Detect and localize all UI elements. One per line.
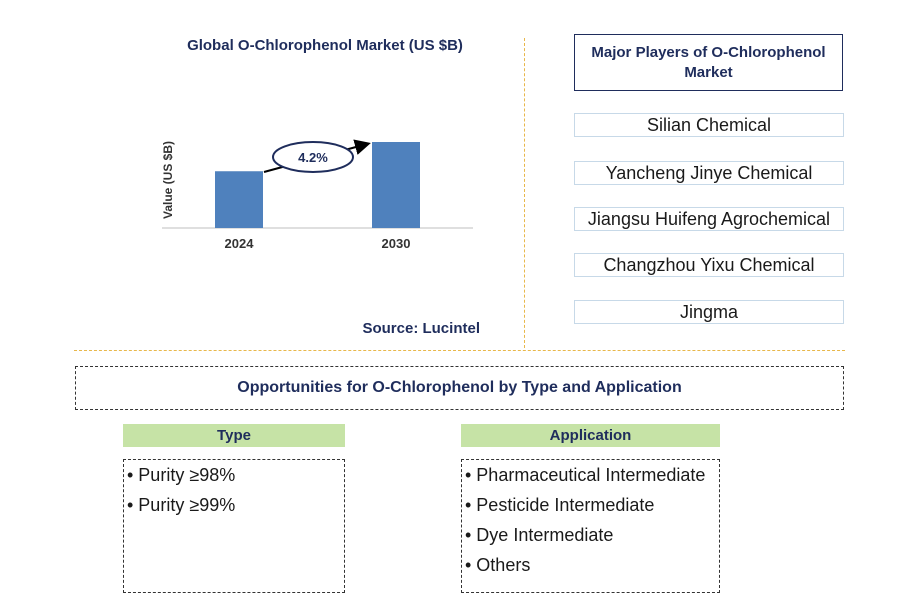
type-item-purity-98: • Purity ≥98%	[127, 465, 236, 485]
bar-2024	[215, 171, 263, 228]
chart-title: Global O-Chlorophenol Market (US $B)	[187, 37, 463, 54]
x-tick-2030: 2030	[382, 236, 411, 251]
growth-ellipse	[272, 141, 354, 173]
bar-chart: Value (US $B) 2024 2030 4.2%	[161, 139, 473, 251]
growth-rate-label: 4.2%	[298, 150, 328, 165]
player-silian-chemical: Silian Chemical	[574, 113, 844, 137]
vertical-divider	[524, 38, 525, 348]
application-list: • Pharmaceutical Intermediate • Pesticid…	[461, 459, 720, 593]
bar-2030	[372, 142, 420, 228]
opportunities-title: Opportunities for O-Chlorophenol by Type…	[75, 366, 844, 410]
application-item-pharmaceutical: • Pharmaceutical Intermediate	[465, 465, 706, 485]
type-heading: Type	[123, 424, 345, 447]
player-changzhou-yixu-chemical: Changzhou Yixu Chemical	[574, 253, 844, 277]
application-item-others: • Others	[465, 555, 531, 575]
type-item-purity-99: • Purity ≥99%	[127, 495, 236, 515]
major-players-title: Major Players of O-Chlorophenol Market	[574, 34, 843, 91]
player-yancheng-jinye-chemical: Yancheng Jinye Chemical	[574, 161, 844, 185]
horizontal-divider	[74, 350, 845, 351]
x-tick-2024: 2024	[225, 236, 255, 251]
application-item-pesticide: • Pesticide Intermediate	[465, 495, 655, 515]
player-jiangsu-huifeng-agrochemical: Jiangsu Huifeng Agrochemical	[574, 207, 844, 231]
application-item-dye: • Dye Intermediate	[465, 525, 614, 545]
source-label: Source: Lucintel	[362, 320, 480, 337]
y-axis-label: Value (US $B)	[161, 141, 175, 219]
type-list: • Purity ≥98% • Purity ≥99%	[123, 459, 345, 593]
player-jingma: Jingma	[574, 300, 844, 324]
application-heading: Application	[461, 424, 720, 447]
